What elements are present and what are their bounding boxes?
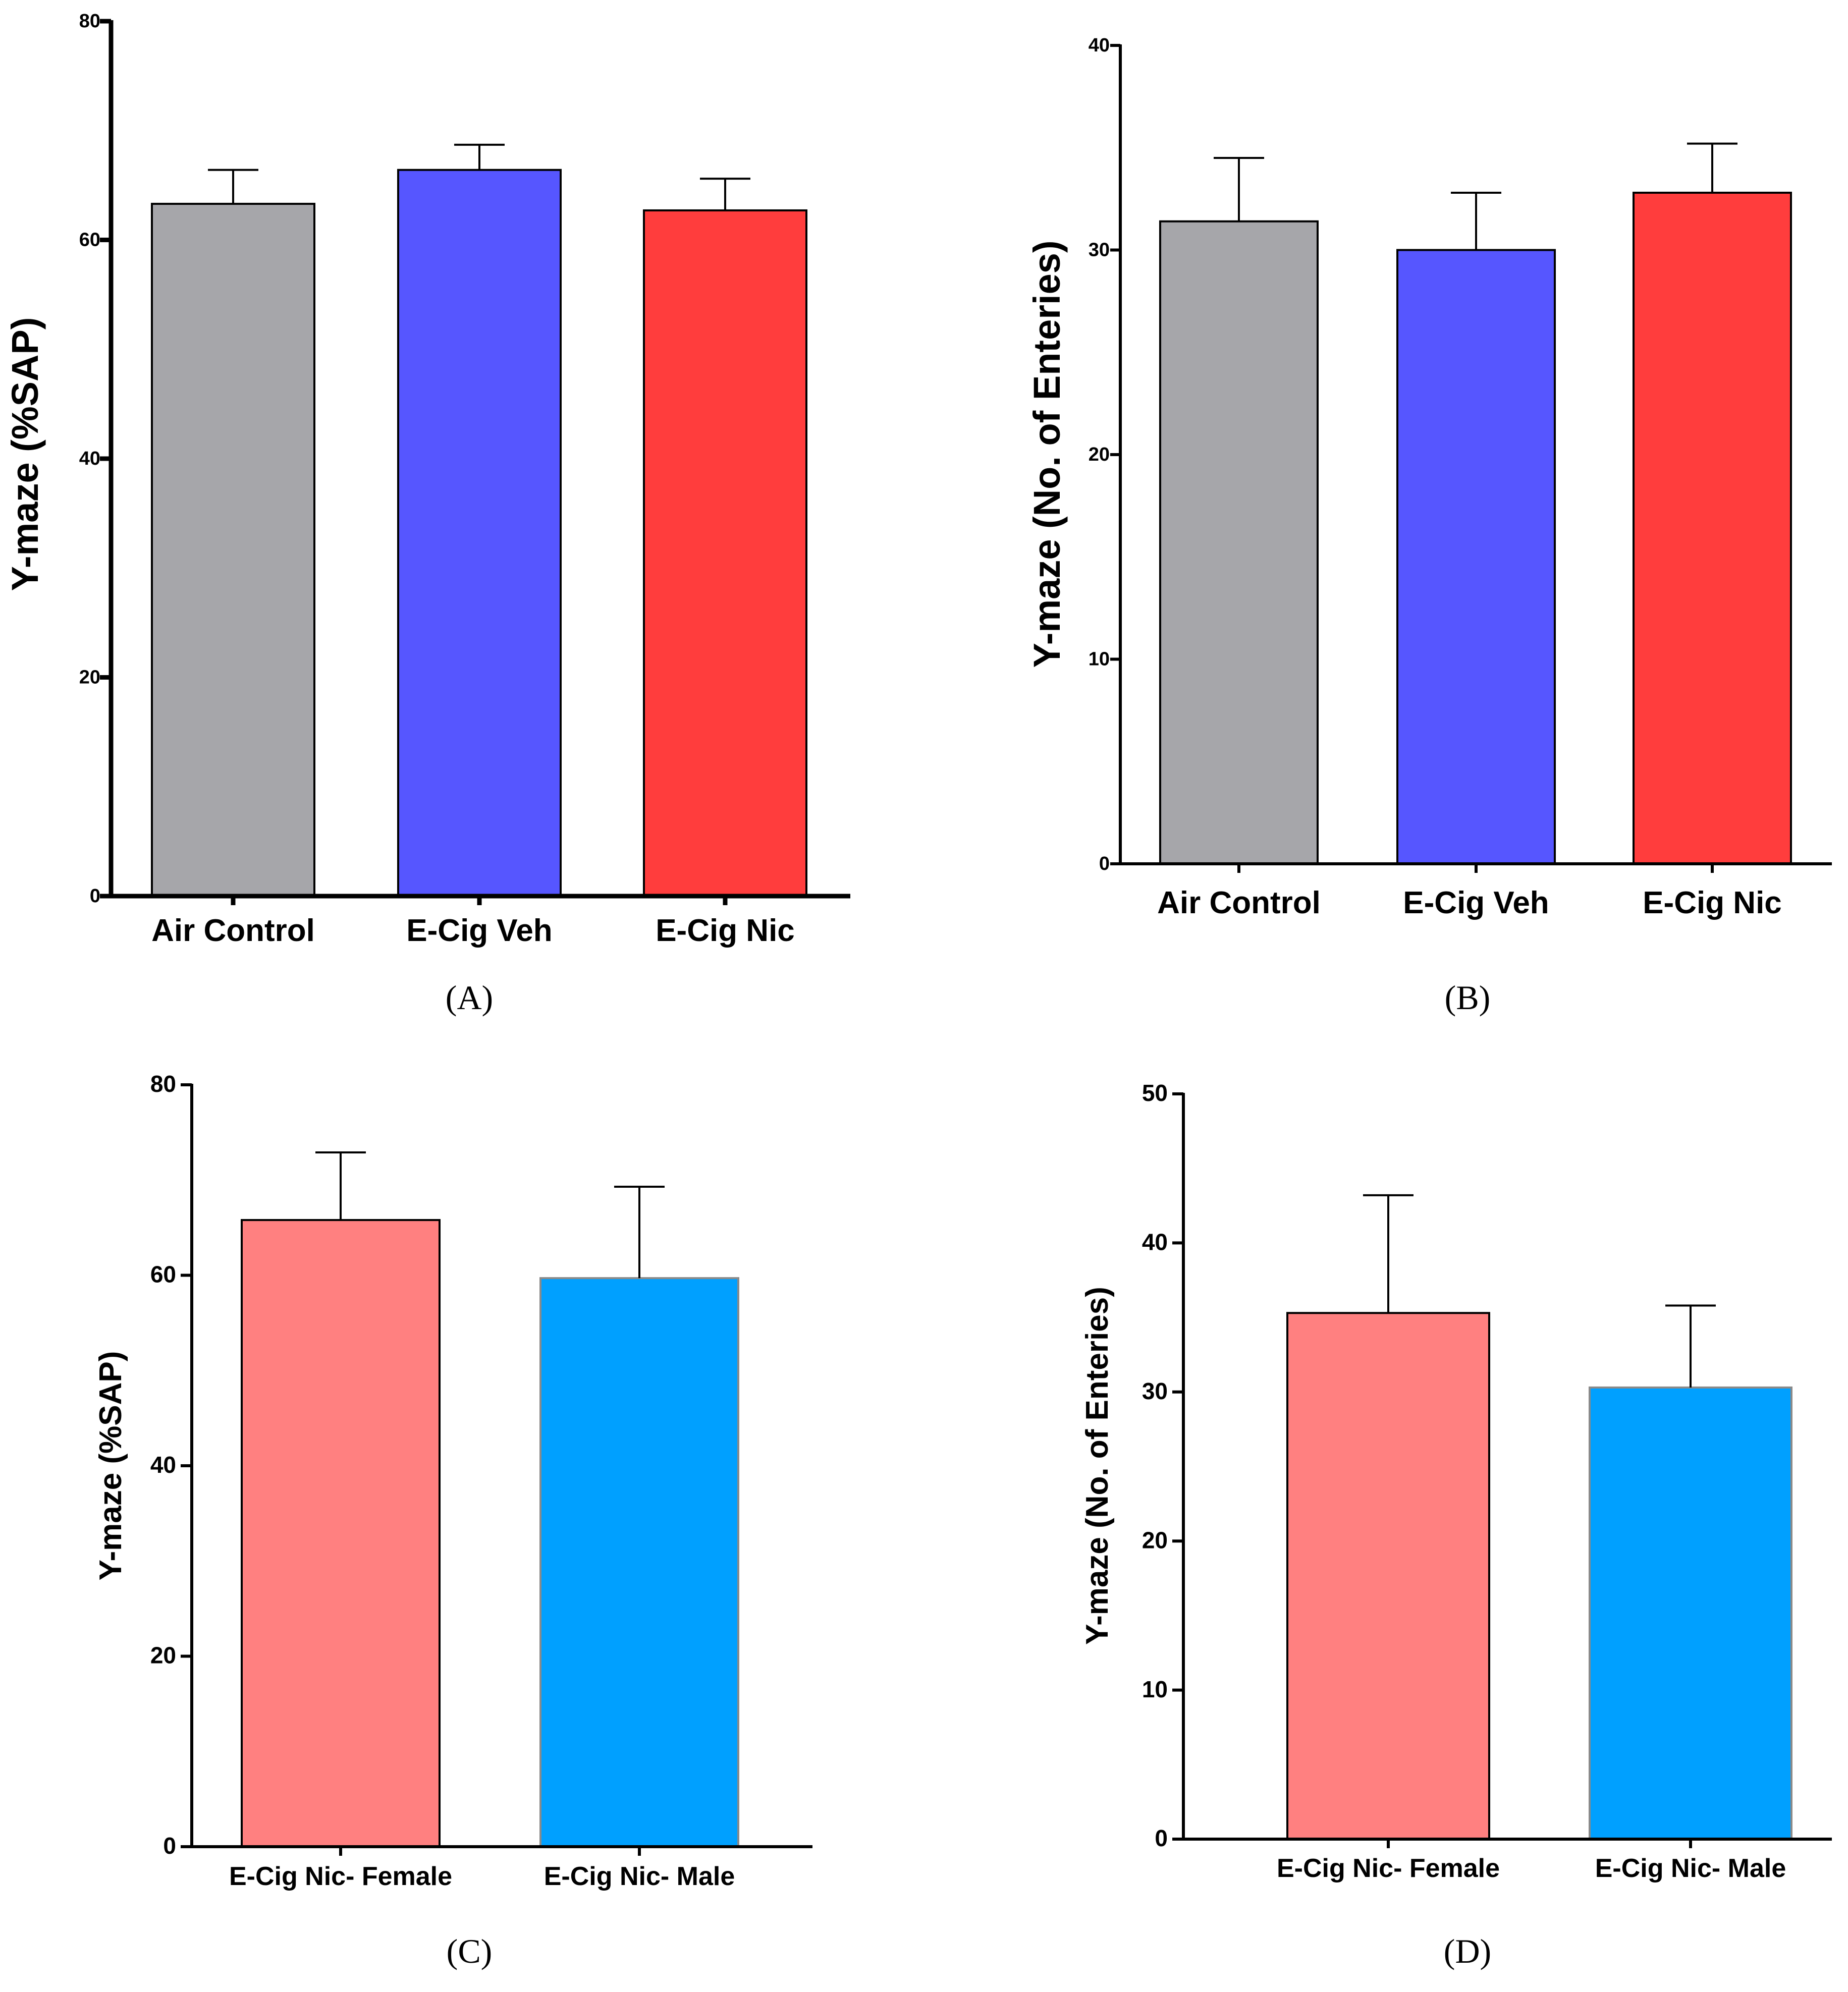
x-tick-label-a-2: E-Cig Veh (406, 913, 552, 948)
y-tick-label-c-20: 20 (150, 1642, 176, 1669)
y-tick-label-a-80: 80 (79, 11, 100, 32)
chart-panel-a: 0 20 40 60 80 Air Control E-Cig Veh E-Cig Nic Y-… (4, 11, 850, 1017)
y-tick-label-d-20: 20 (1142, 1527, 1168, 1553)
bar-c-2 (539, 1277, 739, 1848)
bar-d-2 (1589, 1386, 1792, 1840)
error-bar-a-1 (208, 169, 258, 204)
y-tick-label-a-0: 0 (90, 886, 100, 907)
error-bar-d-2 (1665, 1304, 1716, 1388)
chart-panel-c: 0 20 40 60 80 E-Cig Nic- Female E-Cig Nic- Mal… (93, 1071, 812, 1970)
x-tick-label-b-1: Air Control (1157, 886, 1321, 920)
error-bar-d-1 (1363, 1194, 1414, 1313)
error-bar-c-2 (614, 1185, 665, 1279)
error-bar-b-3 (1687, 142, 1737, 193)
error-bar-c-1 (315, 1151, 366, 1221)
y-tick-label-a-20: 20 (79, 667, 100, 688)
y-axis-title-b: Y-maze (No. of Enteries) (1026, 240, 1068, 668)
y-tick-label-b-40: 40 (1089, 35, 1110, 56)
x-tick-label-a-1: Air Control (151, 913, 315, 948)
y-axis-title-a: Y-maze (%SAP) (4, 317, 46, 591)
error-bar-b-2 (1451, 191, 1501, 250)
y-axis-title-d: Y-maze (No. of Enteries) (1080, 1287, 1115, 1645)
bar-a-1 (151, 202, 315, 897)
y-tick-label-b-0: 0 (1099, 853, 1110, 874)
y-tick-label-a-60: 60 (79, 230, 100, 251)
bar-b-1 (1159, 220, 1319, 865)
y-tick-label-b-20: 20 (1089, 444, 1110, 465)
y-tick-label-d-30: 30 (1142, 1378, 1168, 1404)
y-axis-title-c: Y-maze (%SAP) (93, 1351, 128, 1581)
x-tick-label-a-3: E-Cig Nic (656, 913, 795, 948)
y-tick-label-b-30: 30 (1089, 240, 1110, 261)
y-tick-label-d-50: 50 (1142, 1080, 1168, 1106)
bar-d-1 (1286, 1312, 1490, 1840)
panel-label-a: (A) (446, 978, 493, 1017)
y-tick-label-c-80: 80 (150, 1071, 176, 1097)
panel-label-d: (D) (1444, 1932, 1491, 1970)
x-tick-label-b-3: E-Cig Nic (1643, 886, 1782, 920)
chart-panel-d: 0 10 20 30 40 50 E-Cig Nic- Female E-Cig Nic- M… (1080, 1080, 1832, 1970)
error-bar-a-3 (700, 178, 750, 210)
y-tick-label-c-40: 40 (150, 1452, 176, 1478)
x-tick-label-c-1: E-Cig Nic- Female (229, 1862, 452, 1891)
y-tick-label-d-40: 40 (1142, 1229, 1168, 1255)
x-tick-label-b-2: E-Cig Veh (1403, 886, 1549, 920)
x-tick-label-d-2: E-Cig Nic- Male (1595, 1854, 1786, 1883)
bar-b-2 (1396, 249, 1556, 865)
y-tick-label-a-40: 40 (79, 448, 100, 469)
bar-a-2 (397, 169, 562, 897)
bar-b-3 (1633, 191, 1792, 865)
error-bar-a-2 (454, 143, 505, 170)
panel-label-b: (B) (1445, 978, 1491, 1017)
y-tick-label-b-10: 10 (1089, 649, 1110, 670)
bar-c-1 (241, 1219, 441, 1848)
y-tick-label-c-0: 0 (163, 1833, 176, 1859)
x-tick-label-c-2: E-Cig Nic- Male (544, 1862, 735, 1891)
error-bar-b-1 (1214, 157, 1264, 222)
y-tick-label-d-0: 0 (1155, 1825, 1168, 1851)
y-tick-label-c-60: 60 (150, 1261, 176, 1288)
x-tick-label-d-1: E-Cig Nic- Female (1277, 1854, 1500, 1883)
bar-a-3 (643, 209, 807, 897)
y-tick-label-d-10: 10 (1142, 1676, 1168, 1702)
chart-panel-b: 0 10 20 30 40 Air Control E-Cig Veh E-Cig Nic Y-… (1026, 35, 1832, 1017)
panel-label-c: (C) (447, 1932, 493, 1970)
